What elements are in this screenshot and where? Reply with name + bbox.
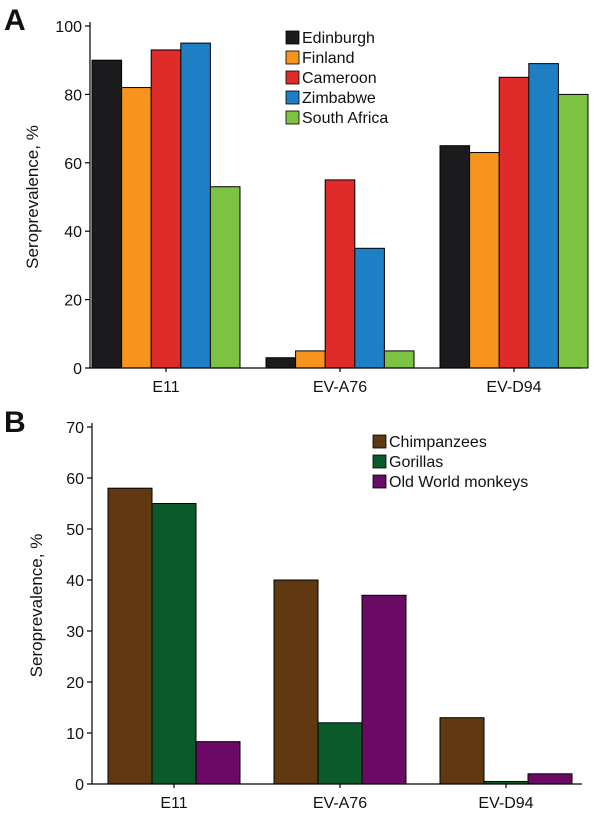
x-tick-label: EV-D94 [486,379,541,396]
y-tick-label: 70 [66,420,84,437]
legend-swatch [285,110,300,125]
y-tick-label: 20 [66,675,84,692]
x-tick-label: E11 [160,795,187,812]
legend-label: Gorillas [389,454,443,471]
panel-letter-b: B [4,406,26,439]
y-tick-label: 0 [73,361,82,378]
legend: Chimpanzees Gorillas Old World monkeys [372,434,528,491]
bar-old-world-monkeys-ev-d94 [527,773,573,785]
x-tick-label: EV-D94 [478,795,533,812]
legend-swatch [372,434,387,449]
legend-label: Edinburgh [302,30,375,47]
bar-old-world-monkeys-e11 [195,741,241,785]
bar-south-africa-e11 [209,186,241,369]
legend-label: South Africa [302,110,388,127]
legend: Edinburgh Finland Cameroon Zimbabwe South Af… [285,30,388,127]
y-axis-label: Seroprevalence, % [23,125,42,269]
y-tick-label: 60 [64,156,82,173]
bar-south-africa-ev-a76 [383,350,415,369]
bar-chimpanzees-e11 [107,487,153,785]
legend-swatch [285,30,300,45]
y-tick-label: 50 [66,522,84,539]
bar-zimbabwe-ev-d94 [528,63,559,369]
bar-cameroon-ev-a76 [324,179,356,369]
bar-edinburgh-ev-d94 [439,145,471,369]
y-tick-label: 80 [64,87,82,104]
bar-chimpanzees-ev-a76 [273,579,319,785]
legend-label: Zimbabwe [302,90,376,107]
bar-finland-ev-d94 [469,152,500,369]
x-tick-label: E11 [152,379,179,396]
bar-finland-e11 [121,87,152,369]
y-tick-label: 30 [66,624,84,641]
legend-swatch [285,70,300,85]
legend-label: Finland [302,50,354,67]
legend-label: Old World monkeys [389,474,528,491]
y-tick-label: 20 [64,293,82,310]
y-tick-label: 10 [66,726,84,743]
bar-gorillas-ev-a76 [317,722,363,785]
y-tick-label: 40 [66,573,84,590]
y-axis-label: Seroprevalence, % [27,534,46,678]
bar-zimbabwe-e11 [180,42,211,369]
legend-swatch [285,50,300,65]
panel-a-chart: A E11 EV-A76 EV-D94 0 20 40 60 80 100 Seroprevalen… [4,4,589,396]
legend-label: Cameroon [302,70,377,87]
bar-finland-ev-a76 [295,350,326,369]
y-tick-label: 40 [64,224,82,241]
x-tick-label: EV-A76 [313,379,367,396]
y-tick-label: 0 [75,777,84,794]
y-tick-label: 60 [66,471,84,488]
legend-swatch [372,454,387,469]
legend-label: Chimpanzees [389,434,487,451]
panel-b-chart: B E11 EV-A76 EV-D94 0 10 20 30 40 50 60 70 Seropreva… [4,406,582,812]
bar-edinburgh-ev-a76 [265,357,297,369]
bar-south-africa-ev-d94 [557,93,589,369]
panel-letter-a: A [4,4,26,37]
legend-swatch [285,90,300,105]
bar-old-world-monkeys-ev-a76 [361,594,407,785]
bar-gorillas-e11 [151,503,197,785]
bar-edinburgh-e11 [91,59,123,369]
bar-zimbabwe-ev-a76 [354,247,385,369]
bar-chimpanzees-ev-d94 [439,717,485,785]
x-tick-label: EV-A76 [313,795,367,812]
y-tick-label: 100 [55,19,82,36]
legend-swatch [372,474,387,489]
bar-cameroon-ev-d94 [498,76,530,369]
bar-cameroon-e11 [150,49,182,369]
